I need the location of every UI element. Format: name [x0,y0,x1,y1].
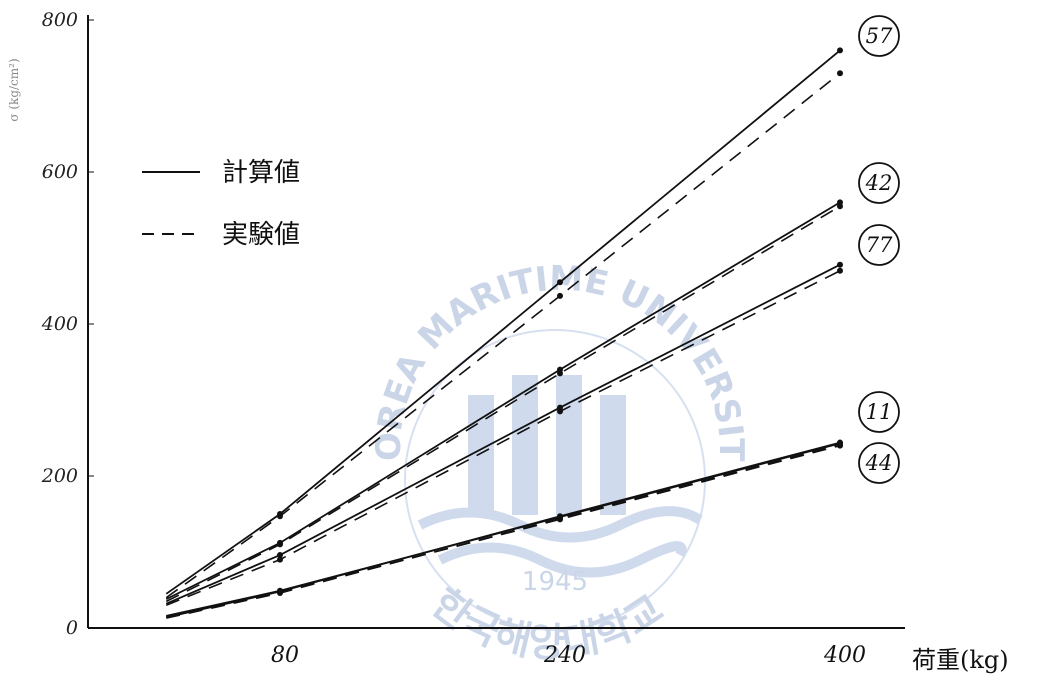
series-label-circle [858,162,900,204]
watermark-emblem-pillar [556,375,582,515]
y-axis-label: σ (kg/cm²) [7,58,21,121]
watermark-arc-text: KOREA MARITIME UNIVERSITY [0,0,751,462]
series-line-77-dashed [165,270,841,606]
y-tick-label: 0 [66,617,78,639]
watermark-emblem-pillar [600,395,626,515]
data-point [277,556,283,563]
series-label: 11 [866,400,893,424]
x-axis-label: 荷重(kg) [912,646,1009,674]
series-line-42-solid [165,201,841,600]
y-tick-label: 200 [41,465,78,487]
series-line-57-dashed [165,72,841,599]
watermark-wave [437,541,687,578]
watermark-emblem-pillar [512,375,538,515]
data-point [277,513,283,520]
data-point [557,292,563,299]
y-tick-label: 600 [42,161,78,183]
series-label-circle [858,15,900,57]
series-line-57-solid [165,49,841,595]
data-point [837,203,843,210]
data-point [837,261,843,268]
series-label-circle [858,442,900,484]
data-point [837,441,843,448]
legend-label-experimental: 実験値 [222,220,300,250]
y-tick-label: 400 [41,313,78,335]
data-point [837,70,843,77]
data-point [557,408,563,415]
data-point [557,515,563,522]
series-line-77-solid [165,263,841,605]
data-point [837,267,843,274]
watermark-emblem-pillar [468,395,494,515]
data-point [557,279,563,286]
series-label-circle [858,224,900,266]
legend: 計算値 実験値 [142,158,300,250]
data-point [277,590,283,597]
series-line-44-dashed [166,444,841,619]
data-point [837,47,843,54]
series-label: 42 [865,171,893,195]
data-point [277,541,283,548]
y-tick-label: 800 [42,9,78,31]
data-point [277,552,283,559]
series-label-circle [858,391,900,433]
series-label: 77 [866,233,893,257]
series-line-44-solid [166,441,841,619]
x-tick-label: 80 [271,643,299,668]
x-tick-label: 400 [823,643,866,668]
data-point [557,370,563,377]
watermark-year: 1945 [522,567,588,597]
legend-label-calculated: 計算値 [222,158,300,188]
watermark-wave [417,506,703,543]
series-label: 44 [865,451,893,475]
series-label: 57 [866,24,893,48]
x-tick-label: 240 [543,643,586,668]
